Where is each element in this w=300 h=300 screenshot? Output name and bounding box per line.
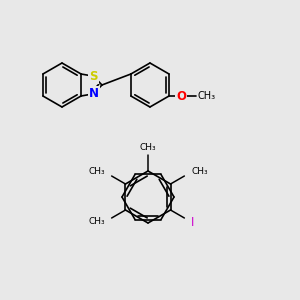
Text: CH₃: CH₃ xyxy=(88,218,105,226)
Text: CH₃: CH₃ xyxy=(191,167,208,176)
Text: O: O xyxy=(176,89,186,103)
Text: CH₃: CH₃ xyxy=(88,167,105,176)
Text: N: N xyxy=(88,87,99,100)
Text: I: I xyxy=(191,215,195,229)
Text: CH₃: CH₃ xyxy=(140,142,156,152)
Text: CH₃: CH₃ xyxy=(197,91,215,101)
Text: S: S xyxy=(89,70,98,83)
